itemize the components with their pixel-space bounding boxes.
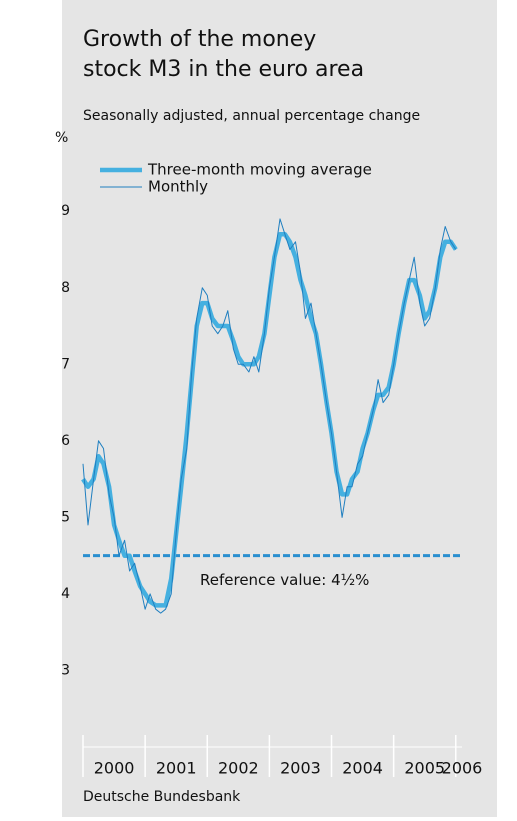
x-tick-label: 2004 xyxy=(342,759,383,778)
panel xyxy=(62,0,497,817)
legend-label: Three-month moving average xyxy=(147,161,372,179)
x-tick-label: 2001 xyxy=(156,759,197,778)
x-tick-label: 2005 xyxy=(404,759,445,778)
y-tick-label: 7 xyxy=(61,356,70,372)
subtitle: Seasonally adjusted, annual percentage c… xyxy=(83,108,420,124)
y-tick-label: 9 xyxy=(61,203,70,219)
y-tick-label: 5 xyxy=(61,509,70,525)
x-tick-label: 2003 xyxy=(280,759,321,778)
series-line xyxy=(82,218,457,614)
x-tick-label: 2006 xyxy=(442,759,483,778)
reference-label: Reference value: 4½% xyxy=(200,571,369,589)
y-axis-label: % xyxy=(55,130,68,146)
x-tick-label: 2000 xyxy=(94,759,135,778)
y-tick-label: 6 xyxy=(61,433,70,449)
chart-title: stock M3 in the euro area xyxy=(83,57,364,82)
legend-label: Monthly xyxy=(148,178,208,196)
x-tick-label: 2002 xyxy=(218,759,259,778)
source: Deutsche Bundesbank xyxy=(83,789,241,805)
y-tick-label: 4 xyxy=(61,586,70,602)
y-tick-label: 8 xyxy=(61,280,70,296)
y-tick-label: 3 xyxy=(61,662,70,678)
chart-title: Growth of the money xyxy=(83,27,316,52)
